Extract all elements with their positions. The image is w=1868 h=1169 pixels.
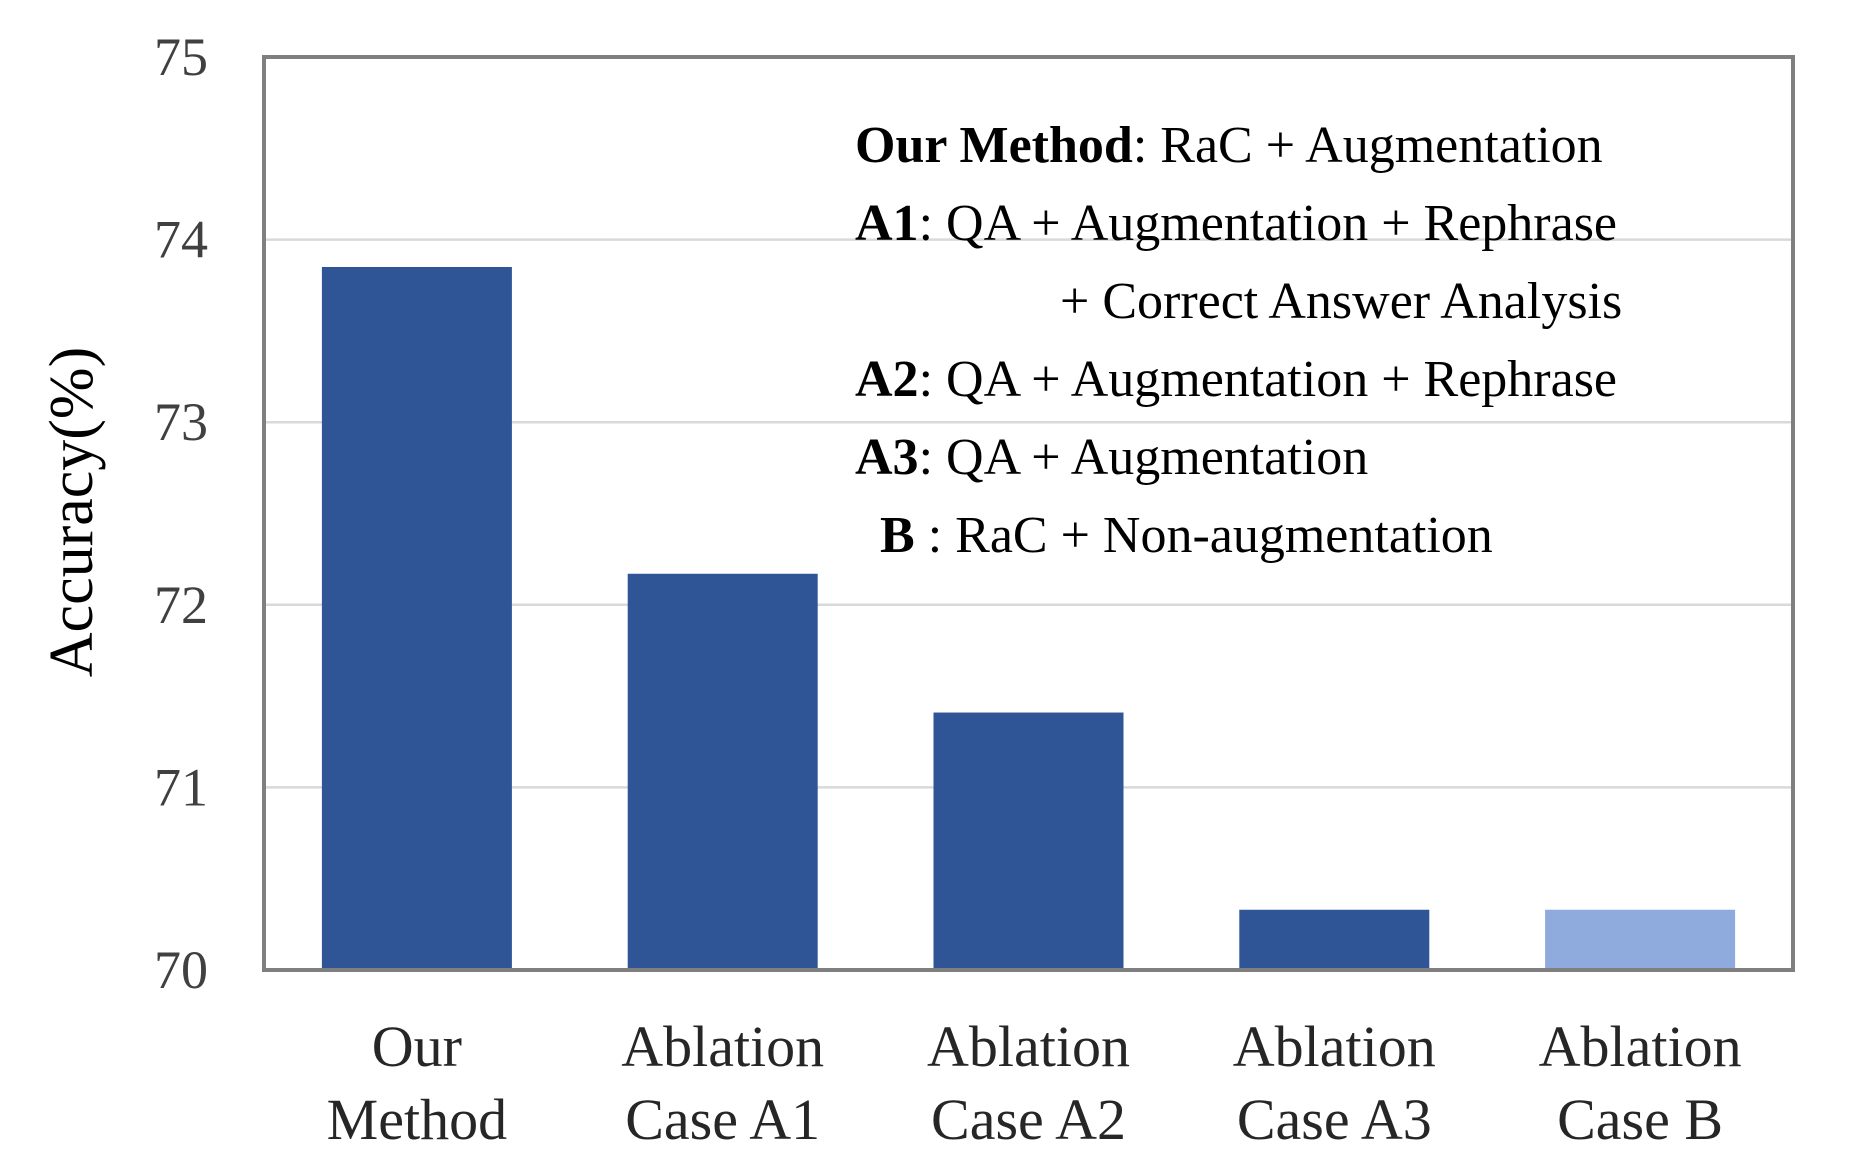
x-category-label: Our Method <box>327 1014 507 1152</box>
x-axis-categories: Our Method Ablation Case A1 Ablation Case A2 A… <box>327 1014 1742 1152</box>
bars <box>321 266 1736 970</box>
x-category-label: Ablation Case B <box>1539 1014 1742 1152</box>
bar <box>1545 909 1736 970</box>
bar <box>1239 909 1430 970</box>
legend-annotations: Our Method: RaC + Augmentation A1: QA + A… <box>855 117 1622 564</box>
y-tick-label: 72 <box>154 575 208 635</box>
y-tick-label: 75 <box>154 27 208 87</box>
legend-entry: + Correct Answer Analysis <box>1060 273 1622 330</box>
y-tick-label: 70 <box>154 940 208 1000</box>
y-axis-ticks: 70 71 72 73 74 75 <box>154 27 208 1000</box>
legend-entry: B : RaC + Non-augmentation <box>880 507 1493 564</box>
legend-entry: A2: QA + Augmentation + Rephrase <box>855 351 1617 408</box>
legend-entry: A3: QA + Augmentation <box>855 429 1368 486</box>
legend-entry: A1: QA + Augmentation + Rephrase <box>855 195 1617 252</box>
y-tick-label: 74 <box>154 210 208 270</box>
bar <box>627 573 818 970</box>
plot-frame <box>262 55 1795 972</box>
y-tick-label: 73 <box>154 392 208 452</box>
x-category-label: Ablation Case A3 <box>1233 1014 1436 1152</box>
y-tick-label: 71 <box>154 757 208 817</box>
x-category-label: Ablation Case A1 <box>621 1014 824 1152</box>
bar <box>321 266 512 970</box>
legend-entry: Our Method: RaC + Augmentation <box>855 117 1603 174</box>
y-axis-label: Accuracy(%) <box>38 347 106 677</box>
x-category-label: Ablation Case A2 <box>927 1014 1130 1152</box>
bar <box>933 712 1124 970</box>
